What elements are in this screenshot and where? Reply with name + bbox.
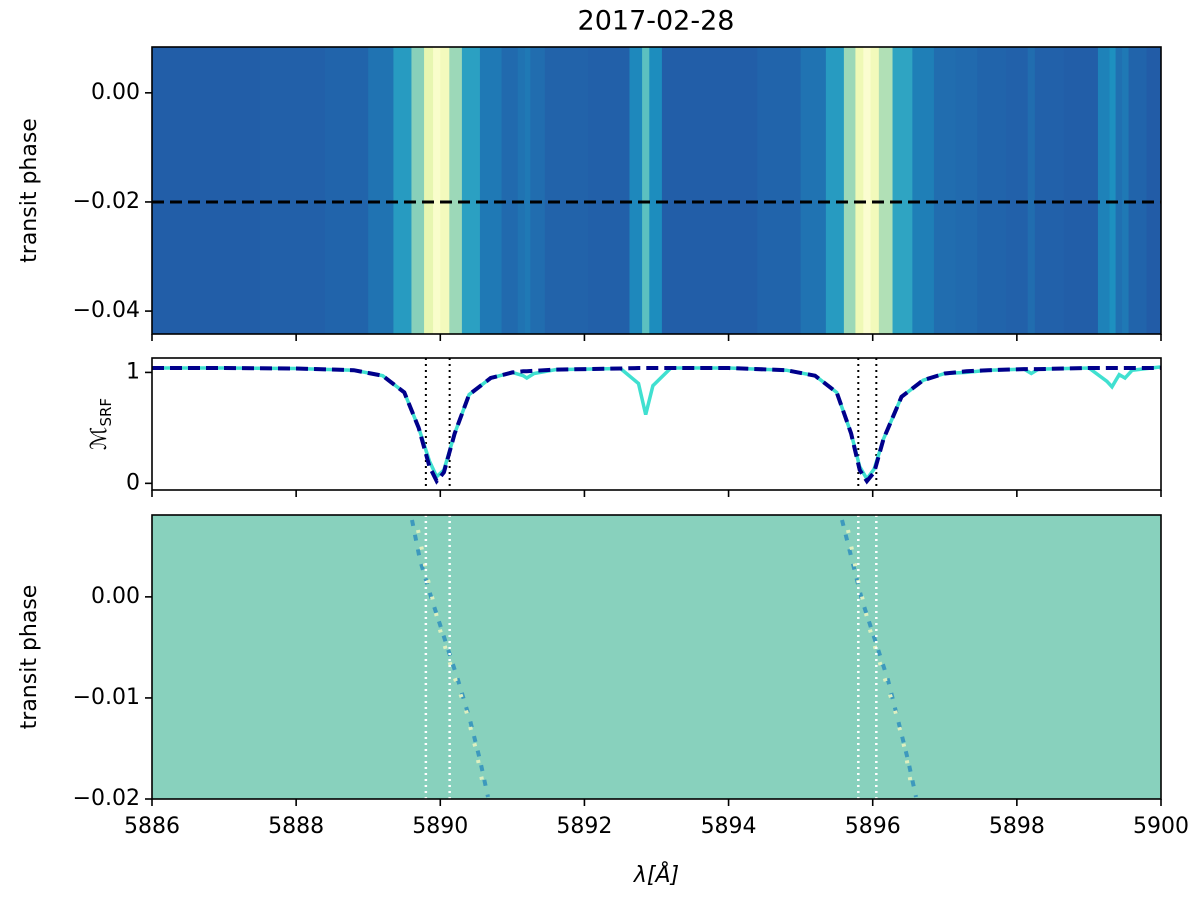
heat-column [1128, 47, 1148, 334]
heat-column [440, 47, 450, 334]
heat-column [843, 47, 856, 334]
heat-column [1097, 47, 1110, 334]
series-line [152, 366, 1161, 485]
heat-column [479, 47, 503, 334]
heat-column [433, 47, 441, 334]
heat-column [863, 47, 872, 334]
y-tick-label: −0.04 [73, 298, 140, 323]
residual-map [152, 515, 1161, 799]
heat-column [501, 47, 519, 334]
y-axis-label: transit phase [17, 118, 42, 263]
series-line [152, 365, 1162, 483]
heat-column [152, 47, 189, 334]
heat-column [1109, 47, 1117, 334]
heat-column [1146, 47, 1162, 334]
heat-column [642, 47, 650, 334]
y-tick-label: −0.02 [73, 786, 140, 811]
heat-column [524, 47, 531, 334]
heat-column [424, 47, 434, 334]
middle-panel: 0 1 ℳSRF [87, 357, 1162, 497]
heat-column [757, 47, 802, 334]
heat-column [892, 47, 913, 334]
heat-column [1122, 47, 1130, 334]
heat-column [1115, 47, 1123, 334]
heat-column [1063, 47, 1099, 334]
heat-column [878, 47, 894, 334]
plot-frame [151, 514, 1162, 800]
y-tick-label: −0.02 [73, 189, 140, 214]
x-tick-label: 5896 [845, 814, 901, 839]
residual-streaks [410, 519, 918, 798]
y-tick-label: 1 [126, 359, 140, 384]
streak [410, 519, 490, 798]
bottom-panel: 0.00 −0.01 −0.02 5886 5888 5890 5892 5894 5896 58… [17, 514, 1189, 888]
y-axis-label: transit phase [17, 585, 42, 730]
heat-column [661, 47, 701, 334]
heat-column [699, 47, 758, 334]
x-tick-label: 5894 [701, 814, 757, 839]
heat-column [933, 47, 957, 334]
y-axis-symbol: ℳ [87, 427, 112, 451]
y-axis-subscript: SRF [97, 398, 115, 427]
x-axis-label: λ[Å] [633, 861, 679, 888]
heat-column [449, 47, 463, 334]
top-panel: 0.00 −0.02 −0.04 transit phase [17, 46, 1162, 341]
heat-column [260, 47, 326, 334]
heat-column [955, 47, 978, 334]
heat-column [324, 47, 369, 334]
heat-column [1006, 47, 1029, 334]
x-tick-label: 5898 [989, 814, 1045, 839]
heat-column [393, 47, 412, 334]
heat-column [517, 47, 526, 334]
x-tick-label: 5890 [412, 814, 468, 839]
heat-column [977, 47, 1007, 334]
y-tick-label: 0 [126, 470, 140, 495]
plot-frame [151, 357, 1162, 491]
heat-column [530, 47, 546, 334]
plot-frame [151, 46, 1162, 335]
heat-column [588, 47, 630, 334]
y-axis-label: ℳSRF [87, 398, 115, 450]
chart-title: 2017-02-28 [578, 6, 735, 37]
heat-column [188, 47, 261, 334]
heat-column [461, 47, 481, 334]
heat-column [544, 47, 589, 334]
heat-column [368, 47, 394, 334]
heat-column [825, 47, 845, 334]
x-tick-label: 5888 [268, 814, 324, 839]
y-tick-label: 0.00 [91, 80, 140, 105]
x-tick-label: 5900 [1133, 814, 1189, 839]
heat-column [1027, 47, 1036, 334]
heat-column [800, 47, 827, 334]
heat-column [629, 47, 643, 334]
heat-column [855, 47, 864, 334]
x-tick-label: 5886 [124, 814, 180, 839]
heat-column [411, 47, 425, 334]
y-tick-label: 0.00 [91, 584, 140, 609]
streak [840, 519, 918, 798]
x-tick-label: 5892 [556, 814, 612, 839]
heat-column [1034, 47, 1065, 334]
y-tick-label: −0.01 [73, 685, 140, 710]
heat-column [649, 47, 663, 334]
heat-column [912, 47, 935, 334]
heat-column [870, 47, 880, 334]
